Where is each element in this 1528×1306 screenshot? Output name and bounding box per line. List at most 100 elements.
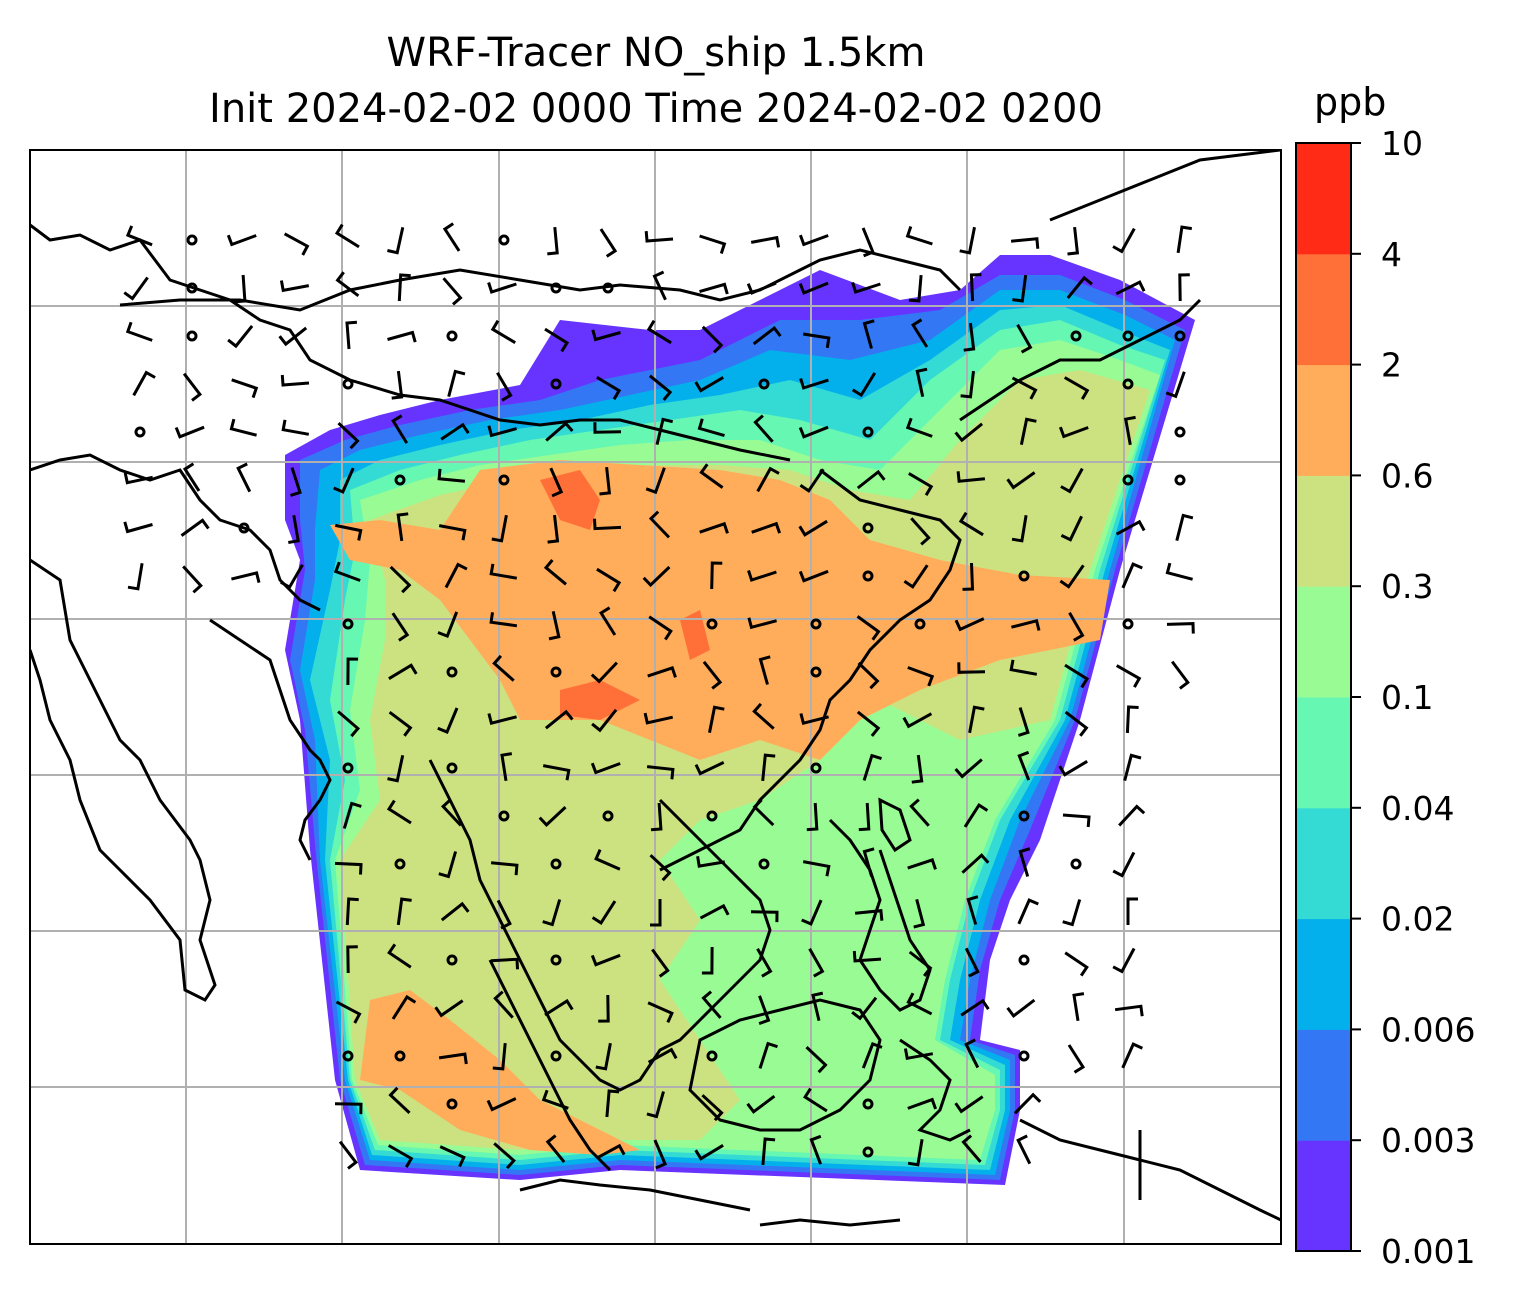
wind-barb bbox=[1062, 899, 1082, 927]
wind-barb bbox=[337, 422, 360, 450]
wind-barb bbox=[1060, 467, 1084, 494]
wind-barb bbox=[280, 564, 304, 590]
wind-barb bbox=[493, 990, 514, 1019]
wind-barb bbox=[902, 712, 933, 729]
wind-barb bbox=[756, 948, 773, 978]
wind-barb bbox=[1176, 225, 1193, 254]
border-south-asia bbox=[30, 453, 321, 612]
calm-wind-circle bbox=[862, 1098, 874, 1110]
wind-barb bbox=[345, 320, 358, 350]
colorbar-segment bbox=[1296, 253, 1351, 366]
wind-barb bbox=[387, 943, 412, 969]
wind-barb bbox=[487, 713, 517, 726]
wind-barb bbox=[1011, 376, 1038, 400]
wind-barb bbox=[1121, 1042, 1144, 1069]
wind-barb bbox=[1125, 705, 1139, 734]
calm-wind-circle bbox=[810, 666, 822, 678]
wind-barb bbox=[758, 995, 771, 1026]
calm-wind-circle bbox=[1122, 474, 1134, 486]
wind-barb bbox=[907, 1097, 938, 1110]
wind-barb bbox=[334, 523, 363, 541]
wind-barb bbox=[708, 705, 725, 733]
calm-wind-circle bbox=[1174, 426, 1186, 438]
wind-barb bbox=[596, 376, 622, 401]
calm-wind-circle bbox=[238, 522, 250, 534]
wind-barb bbox=[697, 418, 725, 438]
wind-barb bbox=[442, 222, 461, 252]
wind-barb bbox=[542, 764, 571, 781]
wind-barb bbox=[590, 762, 621, 775]
wind-barb bbox=[964, 947, 980, 978]
calm-wind-circle bbox=[446, 954, 458, 966]
wind-barb bbox=[437, 611, 459, 639]
wind-barb bbox=[958, 511, 984, 537]
wind-barb bbox=[595, 1143, 626, 1160]
wind-barb bbox=[647, 666, 677, 678]
wind-barb bbox=[391, 370, 404, 400]
wind-barb bbox=[387, 226, 405, 255]
wind-barb bbox=[544, 709, 574, 730]
wind-barb bbox=[1115, 519, 1146, 536]
wind-barb bbox=[854, 909, 884, 921]
wind-barb bbox=[1064, 951, 1089, 977]
wind-barb bbox=[123, 521, 153, 534]
calm-wind-circle bbox=[550, 378, 562, 390]
coastline-bay-of-bengal bbox=[209, 618, 332, 861]
wind-barb bbox=[649, 854, 672, 882]
wind-barb bbox=[696, 855, 726, 868]
wind-barb bbox=[811, 991, 824, 1022]
wind-barb bbox=[227, 324, 254, 349]
calm-wind-circle bbox=[394, 474, 406, 486]
calm-wind-circle bbox=[602, 810, 614, 822]
calm-wind-circle bbox=[342, 618, 354, 630]
wind-barb bbox=[234, 274, 247, 304]
calm-wind-circle bbox=[1122, 618, 1134, 630]
wind-barb bbox=[701, 325, 724, 354]
wind-barb bbox=[861, 227, 875, 258]
wind-barb bbox=[907, 666, 935, 687]
calm-wind-circle bbox=[862, 1146, 874, 1158]
wind-barb bbox=[852, 950, 882, 963]
wind-barb bbox=[861, 1041, 883, 1069]
wind-barb bbox=[856, 615, 881, 641]
wind-barb bbox=[593, 518, 622, 531]
wind-barb bbox=[911, 318, 929, 348]
wind-barb bbox=[1067, 1044, 1086, 1074]
wind-barb bbox=[752, 798, 775, 827]
colorbar-segment bbox=[1296, 918, 1351, 1030]
wind-barb bbox=[761, 753, 776, 782]
calm-wind-circle bbox=[342, 1050, 354, 1062]
calm-wind-circle bbox=[602, 282, 614, 294]
calm-wind-circle bbox=[134, 426, 146, 438]
wind-barb bbox=[288, 514, 300, 544]
wind-barb bbox=[391, 994, 417, 1020]
wind-barb bbox=[963, 803, 989, 828]
calm-wind-circle bbox=[758, 378, 770, 390]
wind-barb bbox=[1016, 1134, 1032, 1165]
calm-wind-circle bbox=[550, 954, 562, 966]
wind-barb bbox=[548, 610, 561, 641]
calm-wind-circle bbox=[1018, 954, 1030, 966]
wind-barb bbox=[440, 798, 462, 827]
wind-barb bbox=[590, 953, 621, 967]
wind-barb bbox=[856, 469, 886, 490]
wind-barb bbox=[750, 910, 779, 923]
wind-barb bbox=[1068, 611, 1085, 642]
wind-barb bbox=[808, 947, 825, 978]
calm-wind-circle bbox=[498, 474, 510, 486]
wind-barb bbox=[490, 957, 519, 970]
wind-barb bbox=[1114, 1004, 1144, 1017]
wind-barb bbox=[1123, 753, 1142, 781]
colorbar-tick-label: 0.3 bbox=[1381, 567, 1433, 606]
colorbar-unit-label: ppb bbox=[1314, 80, 1387, 124]
wind-barb bbox=[805, 1046, 828, 1074]
wind-barb bbox=[590, 661, 618, 684]
colorbar-tick-label: 0.003 bbox=[1381, 1121, 1475, 1160]
wind-barb bbox=[1064, 663, 1090, 689]
wind-barb bbox=[1118, 804, 1146, 827]
calm-wind-circle bbox=[186, 330, 198, 342]
wind-barb bbox=[1011, 618, 1041, 631]
wind-barb bbox=[802, 860, 831, 877]
wind-barb bbox=[1115, 664, 1142, 688]
wind-barb bbox=[434, 999, 464, 1018]
